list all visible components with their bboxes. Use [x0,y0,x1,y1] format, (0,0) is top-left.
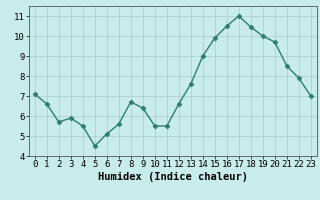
X-axis label: Humidex (Indice chaleur): Humidex (Indice chaleur) [98,172,248,182]
